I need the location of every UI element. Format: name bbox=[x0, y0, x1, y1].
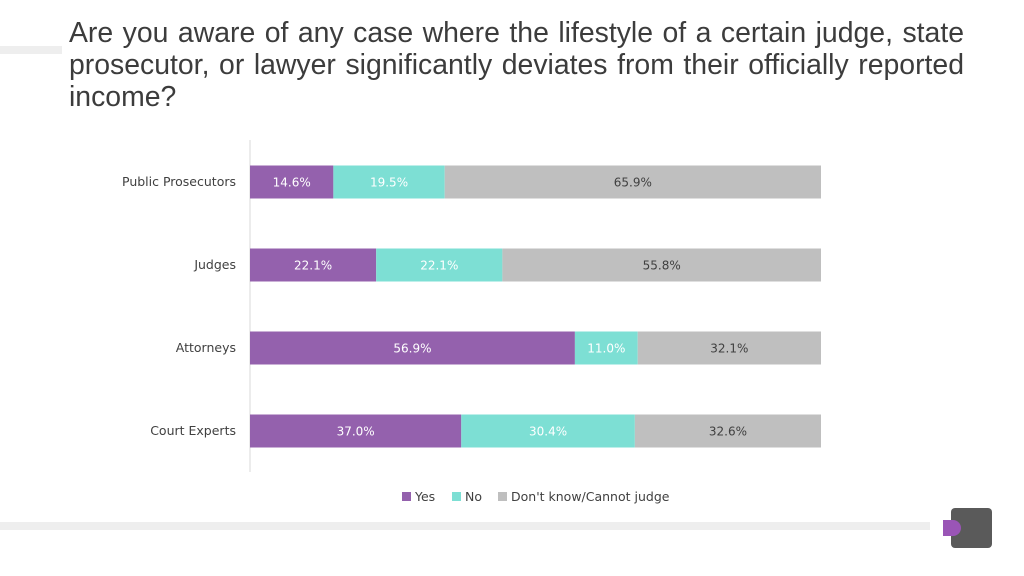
data-label: 65.9% bbox=[614, 176, 652, 190]
legend-swatch bbox=[402, 492, 411, 501]
data-label: 22.1% bbox=[420, 259, 458, 273]
bar-segment-yes bbox=[250, 248, 377, 282]
logo-front-shape bbox=[943, 520, 961, 536]
bar-segment-don-t-know-cannot-judge bbox=[637, 331, 821, 365]
slide-title: Are you aware of any case where the life… bbox=[69, 17, 964, 113]
category-label: Judges bbox=[193, 257, 236, 272]
bars-layer bbox=[249, 140, 821, 472]
data-label: 56.9% bbox=[393, 342, 431, 356]
data-label: 55.8% bbox=[643, 259, 681, 273]
bar-segment-no bbox=[333, 165, 445, 199]
legend-label: Yes bbox=[414, 489, 435, 504]
bar-segment-don-t-know-cannot-judge bbox=[502, 248, 821, 282]
legend-label: Don't know/Cannot judge bbox=[511, 489, 670, 504]
data-label: 32.6% bbox=[709, 425, 747, 439]
legend-swatch bbox=[498, 492, 507, 501]
footer-rule bbox=[0, 522, 930, 530]
bar-segment-no bbox=[376, 248, 503, 282]
category-label: Public Prosecutors bbox=[122, 174, 236, 189]
legend: Yes No Don't know/Cannot judge bbox=[402, 489, 670, 504]
bar-segment-don-t-know-cannot-judge bbox=[634, 414, 821, 448]
data-label: 37.0% bbox=[337, 425, 375, 439]
bar-segment-don-t-know-cannot-judge bbox=[444, 165, 821, 199]
bar-segment-no bbox=[461, 414, 635, 448]
data-label: 14.6% bbox=[273, 176, 311, 190]
bar-segment-yes bbox=[250, 165, 334, 199]
legend-swatch bbox=[452, 492, 461, 501]
category-label: Attorneys bbox=[176, 340, 236, 355]
data-label: 32.1% bbox=[710, 342, 748, 356]
data-label: 11.0% bbox=[587, 342, 625, 356]
bar-segment-yes bbox=[250, 331, 575, 365]
data-labels-layer: Public Prosecutors 14.6% 19.5% 65.9% Judges 2… bbox=[122, 174, 748, 439]
legend-label: No bbox=[465, 489, 482, 504]
d-logo-icon bbox=[940, 508, 994, 550]
title-accent-bar bbox=[0, 46, 62, 54]
data-label: 30.4% bbox=[529, 425, 567, 439]
data-label: 22.1% bbox=[294, 259, 332, 273]
bar-segment-yes bbox=[250, 414, 462, 448]
category-label: Court Experts bbox=[150, 423, 236, 438]
data-label: 19.5% bbox=[370, 176, 408, 190]
bar-segment-no bbox=[574, 331, 638, 365]
